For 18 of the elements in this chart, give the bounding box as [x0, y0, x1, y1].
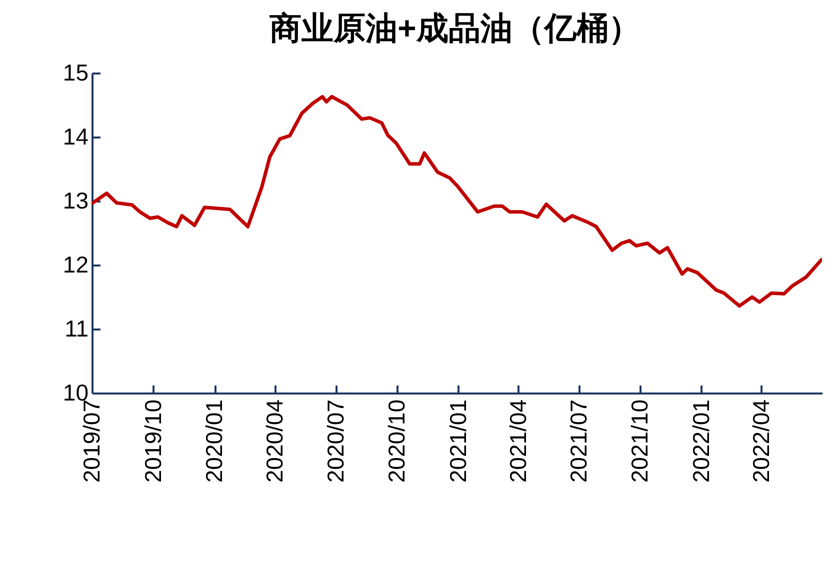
x-tick-label: 2022/04: [748, 399, 774, 483]
y-tick-label: 11: [64, 316, 88, 342]
x-tick-label: 2020/07: [322, 400, 348, 483]
x-tick-label: 2020/10: [384, 400, 410, 483]
x-tick-label: 2022/01: [688, 400, 714, 483]
y-tick-label: 12: [62, 252, 88, 278]
y-tick-label: 15: [62, 60, 88, 86]
x-tick-label: 2021/07: [565, 400, 592, 483]
x-tick-label: 2021/10: [626, 400, 653, 483]
x-tick-label: 2020/01: [201, 400, 228, 483]
y-tick-label: 14: [62, 124, 89, 150]
x-tick-label: 2021/01: [444, 400, 471, 483]
x-tick-label: 2021/04: [504, 399, 531, 483]
x-tick-label: 2019/10: [140, 400, 166, 483]
line-series: [92, 94, 822, 308]
y-tick-label: 13: [62, 188, 88, 214]
x-tick-label: 2020/04: [262, 399, 288, 483]
chart-title: 商业原油+成品油（亿桶）: [270, 10, 640, 46]
